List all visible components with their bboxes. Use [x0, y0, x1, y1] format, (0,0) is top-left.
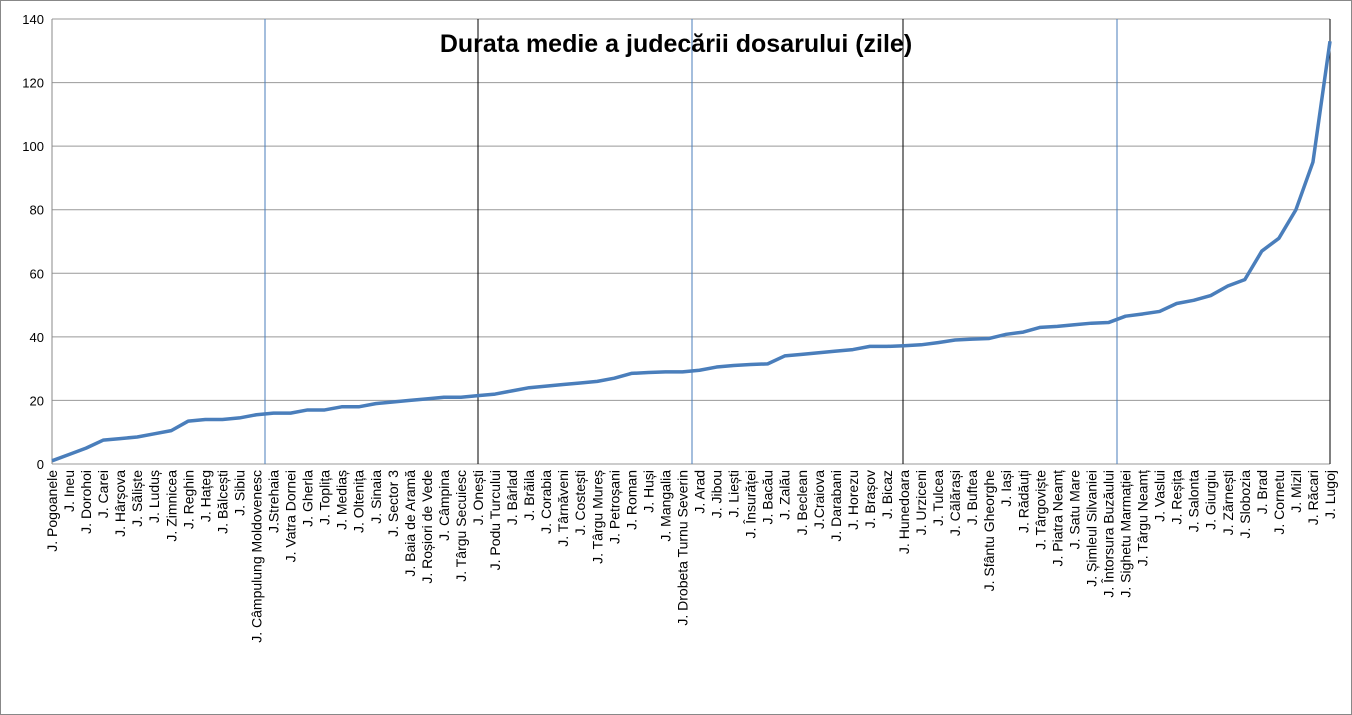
- x-tick-label: J. Slobozia: [1237, 470, 1253, 539]
- x-tick-label: J. Beclean: [794, 470, 810, 535]
- x-tick-label: J. Bacău: [760, 470, 776, 524]
- x-tick-label: J. Buftea: [964, 470, 980, 525]
- x-tick-label: J. Bicaz: [879, 470, 895, 519]
- x-tick-label: J. Brașov: [862, 470, 878, 528]
- x-tick-label: J. Târgoviște: [1032, 470, 1048, 550]
- x-tick-label: J. Călărași: [947, 470, 963, 536]
- x-tick-label: J. Liești: [726, 470, 742, 517]
- x-tick-label: J. Sector 3: [385, 470, 401, 537]
- x-tick-label: J. Gherla: [300, 470, 316, 527]
- x-tick-label: J. Jibou: [709, 470, 725, 518]
- x-tick-label: J. Hunedoara: [896, 470, 912, 554]
- x-tick-label: J. Urziceni: [913, 470, 929, 535]
- x-tick-label: J. Sighetu Marmației: [1118, 470, 1134, 598]
- x-tick-label: J. Zalău: [777, 470, 793, 520]
- x-tick-label: J. Întorsura Buzăului: [1100, 470, 1116, 598]
- x-tick-label: J. Ineu: [61, 470, 77, 512]
- x-tick-label: J. Zimnicea: [163, 470, 179, 542]
- x-tick-label: J. Hârșova: [112, 470, 128, 537]
- y-tick-label: 80: [30, 203, 44, 218]
- chart-title: Durata medie a judecării dosarului (zile…: [440, 30, 912, 58]
- x-tick-label: J. Iași: [998, 470, 1014, 507]
- x-tick-label: J. Drobeta Turnu Severin: [674, 470, 690, 626]
- x-tick-label: J.Craiova: [811, 470, 827, 529]
- x-tick-label: J. Vatra Dornei: [283, 470, 299, 562]
- x-tick-label: J. Vaslui: [1152, 470, 1168, 522]
- y-tick-label: 140: [22, 12, 44, 27]
- x-tick-label: J. Târgu Neamț: [1135, 470, 1151, 566]
- x-tick-label: J. Pogoanele: [44, 470, 60, 552]
- x-tick-label: J. Reșița: [1169, 470, 1185, 525]
- x-tick-label: J. Corabia: [538, 470, 554, 534]
- x-tick-label: J. Brad: [1254, 470, 1270, 514]
- y-tick-label: 20: [30, 393, 44, 408]
- x-tick-label: J. Cornetu: [1271, 470, 1287, 535]
- x-tick-label: J. Arad: [692, 470, 708, 514]
- x-tick-label: J. Bârlad: [504, 470, 520, 525]
- x-tick-label: J. Giurgiu: [1203, 470, 1219, 530]
- x-tick-label: J. Hațeg: [197, 470, 213, 522]
- x-tick-label: J. Brăila: [521, 470, 537, 521]
- x-tick-label: J. Sfântu Gheorghe: [981, 470, 997, 592]
- x-tick-label: J. Dorohoi: [78, 470, 94, 534]
- x-tick-label: J. Costești: [572, 470, 588, 535]
- x-tick-label: J. Satu Mare: [1066, 470, 1082, 550]
- x-tick-label: J. Bălcești: [214, 470, 230, 534]
- y-tick-label: 60: [30, 266, 44, 281]
- x-tick-label: J. Șimleul Silvaniei: [1083, 470, 1099, 587]
- x-tick-label: J. Târgu Mureș: [589, 470, 605, 564]
- x-tick-label: J. Reghin: [180, 470, 196, 529]
- x-tick-label: J. Zărnești: [1220, 470, 1236, 535]
- line-series: [51, 41, 1332, 463]
- x-tick-label: J. Roman: [623, 470, 639, 530]
- x-tick-label: J. Darabani: [828, 470, 844, 542]
- x-tick-label: J. Oltenița: [351, 470, 367, 533]
- x-tick-label: J. Sinaia: [368, 470, 384, 524]
- x-tick-label: J. Răcari: [1305, 470, 1321, 525]
- x-tick-label: J. Câmpulung Moldovenesc: [248, 470, 264, 643]
- x-tick-label: J. Târnăveni: [555, 470, 571, 547]
- x-tick-label: J. Mizil: [1288, 470, 1304, 513]
- x-tick-label: J. Podu Turcului: [487, 470, 503, 570]
- x-tick-label: J. Toplița: [317, 470, 333, 525]
- x-tick-label: J.Strehaia: [266, 470, 282, 533]
- x-tick-label: J. Carei: [95, 470, 111, 518]
- x-tick-label: J. Tulcea: [930, 470, 946, 526]
- x-tick-label: J. Mangalia: [657, 470, 673, 542]
- x-tick-label: J. Petroșani: [606, 470, 622, 544]
- x-tick-label: J. Rădăuți: [1015, 470, 1031, 533]
- x-tick-label: J. Baia de Aramă: [402, 470, 418, 577]
- x-tick-label: J. Roșiori de Vede: [419, 470, 435, 584]
- x-tick-label: J. Mediaș: [334, 470, 350, 530]
- x-tick-label: J. Lugoj: [1322, 470, 1338, 519]
- x-tick-label: J. Sibiu: [231, 470, 247, 516]
- y-tick-label: 40: [30, 330, 44, 345]
- y-tick-label: 0: [37, 457, 44, 472]
- x-tick-label: J. Horezu: [845, 470, 861, 530]
- x-tick-label: J. Luduș: [146, 470, 162, 523]
- x-tick-label: J. Huși: [640, 470, 656, 513]
- x-tick-label: J. Piatra Neamț: [1049, 470, 1065, 567]
- x-tick-label: J. Însurăței: [743, 470, 759, 538]
- x-tick-label: J. Onești: [470, 470, 486, 525]
- y-tick-label: 120: [22, 76, 44, 91]
- x-tick-label: J. Săliște: [129, 470, 145, 527]
- x-tick-label: J. Câmpina: [436, 470, 452, 541]
- x-tick-label: J. Salonta: [1186, 470, 1202, 532]
- x-tick-label: J. Târgu Secuiesc: [453, 470, 469, 582]
- y-tick-label: 100: [22, 139, 44, 154]
